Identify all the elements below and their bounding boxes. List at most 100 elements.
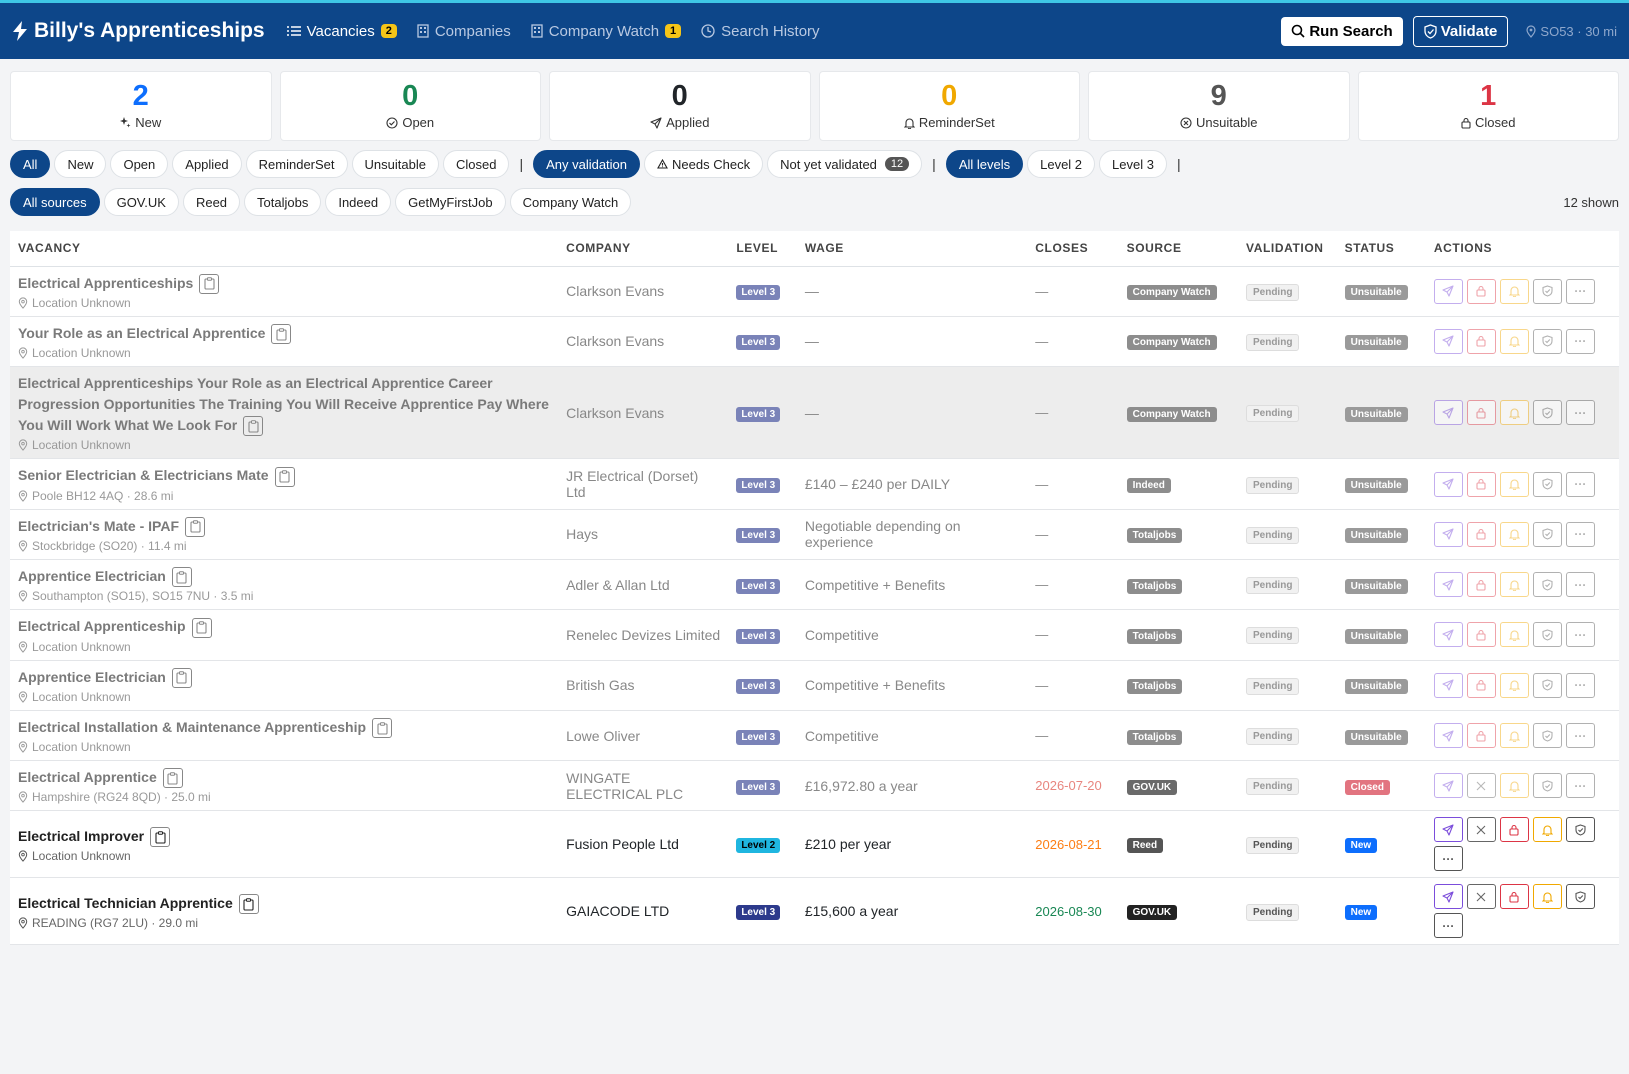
apply-button[interactable] [1433, 521, 1463, 547]
filter-chip-level[interactable]: All levels [945, 150, 1024, 178]
filter-chip-status[interactable]: New [54, 150, 107, 178]
close-button[interactable] [1466, 672, 1496, 698]
vacancy-title-text[interactable]: Electrician's Mate - IPAF [18, 517, 180, 534]
filter-chip-status[interactable]: All [10, 150, 51, 178]
vacancy-title-text[interactable]: Apprentice Electrician [18, 567, 166, 584]
filter-chip-status[interactable]: Unsuitable [351, 150, 439, 178]
clipboard-icon[interactable] [274, 466, 295, 487]
validate-row-button[interactable] [1532, 328, 1562, 354]
clipboard-icon[interactable] [199, 273, 220, 294]
filter-chip-status[interactable]: ReminderSet [245, 150, 348, 178]
validate-row-button[interactable] [1565, 884, 1595, 910]
set-reminder-button[interactable] [1499, 400, 1529, 426]
nav-companies[interactable]: Companies [417, 23, 511, 40]
nav-search-history[interactable]: Search History [701, 23, 820, 40]
more-actions-button[interactable]: ··· [1565, 672, 1595, 698]
filter-chip-source[interactable]: All sources [10, 188, 100, 216]
validate-button[interactable]: Validate [1412, 15, 1509, 47]
vacancy-title-text[interactable]: Electrical Apprenticeships Your Role as … [18, 375, 549, 434]
stat-card-applied[interactable]: 0 Applied [549, 71, 811, 141]
more-actions-button[interactable]: ··· [1565, 521, 1595, 547]
close-button[interactable] [1466, 278, 1496, 304]
validate-row-button[interactable] [1532, 672, 1562, 698]
table-row[interactable]: Electrical Technician Apprentice READING … [10, 877, 1619, 946]
location-indicator[interactable]: SO53 · 30 mi [1526, 24, 1617, 39]
filter-chip-validation[interactable]: Any validation [533, 150, 641, 178]
table-row[interactable]: Electrician's Mate - IPAF Stockbridge (SO… [10, 509, 1619, 560]
more-actions-button[interactable]: ··· [1565, 400, 1595, 426]
table-row[interactable]: Electrical Apprenticeships Your Role as … [10, 366, 1619, 460]
validate-row-button[interactable] [1532, 521, 1562, 547]
filter-chip-validation[interactable]: Not yet validated 12 [767, 150, 923, 178]
filter-chip-source[interactable]: Reed [182, 188, 241, 216]
validate-row-button[interactable] [1532, 723, 1562, 749]
mark-unsuitable-button[interactable] [1466, 884, 1496, 910]
validate-row-button[interactable] [1565, 817, 1595, 843]
apply-button[interactable] [1433, 471, 1463, 497]
more-actions-button[interactable]: ··· [1565, 572, 1595, 598]
table-row[interactable]: Apprentice Electrician Location Unknown Br… [10, 660, 1619, 711]
more-actions-button[interactable]: ··· [1565, 471, 1595, 497]
validate-row-button[interactable] [1532, 773, 1562, 799]
filter-chip-source[interactable]: GOV.UK [103, 188, 179, 216]
filter-chip-level[interactable]: Level 2 [1027, 150, 1096, 178]
close-button[interactable] [1466, 622, 1496, 648]
validate-row-button[interactable] [1532, 278, 1562, 304]
validate-row-button[interactable] [1532, 622, 1562, 648]
clipboard-icon[interactable] [243, 416, 264, 437]
set-reminder-button[interactable] [1532, 884, 1562, 910]
filter-chip-source[interactable]: GetMyFirstJob [395, 188, 506, 216]
more-actions-button[interactable]: ··· [1565, 773, 1595, 799]
set-reminder-button[interactable] [1499, 471, 1529, 497]
filter-chip-source[interactable]: Totaljobs [244, 188, 322, 216]
table-row[interactable]: Electrical Apprenticeship Location Unknow… [10, 609, 1619, 661]
apply-button[interactable] [1433, 817, 1463, 843]
close-button[interactable] [1466, 723, 1496, 749]
table-row[interactable]: Apprentice Electrician Southampton (SO15)… [10, 559, 1619, 611]
set-reminder-button[interactable] [1499, 672, 1529, 698]
set-reminder-button[interactable] [1532, 817, 1562, 843]
stat-card-unsuitable[interactable]: 9 Unsuitable [1088, 71, 1350, 141]
apply-button[interactable] [1433, 278, 1463, 304]
stat-card-closed[interactable]: 1 Closed [1357, 71, 1619, 141]
more-actions-button[interactable]: ··· [1565, 278, 1595, 304]
set-reminder-button[interactable] [1499, 328, 1529, 354]
set-reminder-button[interactable] [1499, 521, 1529, 547]
vacancy-title-text[interactable]: Electrical Technician Apprentice [18, 894, 233, 911]
clipboard-icon[interactable] [150, 827, 171, 848]
stat-card-reminderset[interactable]: 0 ReminderSet [818, 71, 1080, 141]
filter-chip-status[interactable]: Open [110, 150, 169, 178]
mark-unsuitable-button[interactable] [1466, 773, 1496, 799]
clipboard-icon[interactable] [191, 617, 212, 638]
clipboard-icon[interactable] [271, 324, 292, 345]
apply-button[interactable] [1433, 622, 1463, 648]
close-button[interactable] [1499, 817, 1529, 843]
close-button[interactable] [1466, 572, 1496, 598]
filter-chip-source[interactable]: Indeed [325, 188, 392, 216]
apply-button[interactable] [1433, 328, 1463, 354]
filter-chip-source[interactable]: Company Watch [509, 188, 632, 216]
vacancy-title-text[interactable]: Senior Electrician & Electricians Mate [18, 467, 269, 484]
more-actions-button[interactable]: ··· [1565, 328, 1595, 354]
set-reminder-button[interactable] [1499, 622, 1529, 648]
clipboard-icon[interactable] [171, 567, 192, 588]
nav-company-watch[interactable]: Company Watch 1 [531, 23, 682, 40]
apply-button[interactable] [1433, 723, 1463, 749]
clipboard-icon[interactable] [162, 768, 183, 789]
stat-card-open[interactable]: 0 Open [279, 71, 541, 141]
clipboard-icon[interactable] [372, 718, 393, 739]
vacancy-title-text[interactable]: Electrical Apprentice [18, 769, 157, 786]
mark-unsuitable-button[interactable] [1466, 817, 1496, 843]
table-row[interactable]: Electrical Apprenticeships Location Unkno… [10, 266, 1619, 317]
vacancy-title-text[interactable]: Electrical Apprenticeships [18, 274, 194, 291]
close-button[interactable] [1466, 521, 1496, 547]
table-row[interactable]: Your Role as an Electrical Apprentice Loc… [10, 316, 1619, 368]
set-reminder-button[interactable] [1499, 572, 1529, 598]
close-button[interactable] [1466, 328, 1496, 354]
apply-button[interactable] [1433, 572, 1463, 598]
close-button[interactable] [1499, 884, 1529, 910]
apply-button[interactable] [1433, 672, 1463, 698]
validate-row-button[interactable] [1532, 471, 1562, 497]
filter-chip-status[interactable]: Closed [442, 150, 510, 178]
filter-chip-level[interactable]: Level 3 [1099, 150, 1167, 178]
